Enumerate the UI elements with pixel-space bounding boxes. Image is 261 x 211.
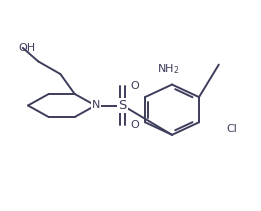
Text: Cl: Cl xyxy=(227,124,238,134)
Text: O: O xyxy=(130,120,139,130)
Text: N: N xyxy=(92,100,100,111)
Text: OH: OH xyxy=(18,43,35,53)
Text: S: S xyxy=(118,99,127,112)
Text: O: O xyxy=(130,81,139,91)
Text: NH$_2$: NH$_2$ xyxy=(157,62,179,76)
